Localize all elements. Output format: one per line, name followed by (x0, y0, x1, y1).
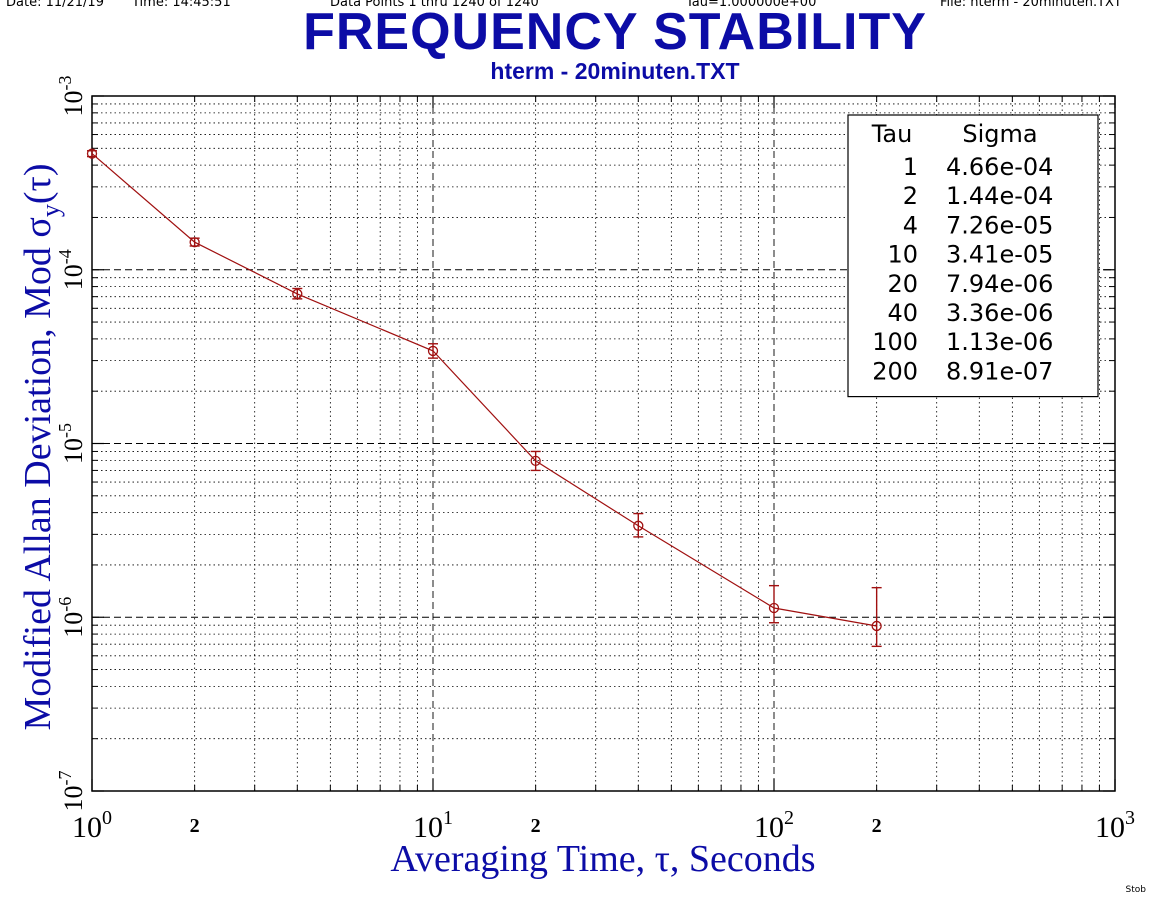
tau-sigma-table: Tau Sigma 1 4.66e-04 2 1.44e-04 4 7.26e-05 10 3.4… (847, 114, 1099, 398)
data-point (768, 602, 780, 614)
y-tick-label: 10-4 (55, 249, 88, 290)
table-cell-sigma: 3.41e-05 (946, 241, 1053, 269)
x-tick-label-base: 10 (1095, 811, 1125, 844)
header-tau: Tau=1.000000e+00 (686, 0, 817, 10)
x-minor-tick-label: 2 (531, 815, 541, 837)
x-tick-label: 102 (754, 807, 794, 844)
x-tick-label: 100 (72, 807, 112, 844)
x-tick-label-exponent: 0 (102, 807, 112, 829)
y-tick-label-base: 10 (59, 91, 88, 117)
axis-ticks (91, 95, 1116, 792)
y-tick-label-exponent: -3 (55, 76, 75, 91)
y-axis-label-sub: y (36, 204, 65, 217)
data-point (633, 520, 644, 531)
x-tick-label-exponent: 1 (443, 807, 453, 829)
x-tick-label-base: 10 (754, 811, 784, 844)
data-point (86, 148, 98, 159)
y-tick-label-base: 10 (59, 264, 88, 290)
y-tick-label-base: 10 (59, 612, 88, 638)
chart-title: FREQUENCY STABILITY (303, 3, 927, 61)
header-time: Time: 14:45:51 (132, 0, 231, 10)
y-axis-label: Modified Allan Deviation, Mod σy(τ) (17, 164, 65, 731)
header-date: Date: 11/21/19 (6, 0, 104, 10)
table-cell-tau: 10 (887, 241, 918, 269)
y-tick-label-exponent: -4 (55, 249, 75, 264)
table-cell-tau: 20 (887, 270, 918, 298)
series-line (91, 153, 877, 627)
x-minor-tick-label: 2 (872, 815, 882, 837)
y-tick-label-base: 10 (59, 786, 88, 812)
x-tick-label-exponent: 3 (1125, 807, 1135, 829)
x-tick-label-exponent: 2 (784, 807, 794, 829)
table-cell-tau: 200 (872, 357, 918, 385)
table-cell-sigma: 7.26e-05 (946, 211, 1053, 239)
header-file: File: hterm - 20minuten.TXT (940, 0, 1122, 10)
y-tick-label-base: 10 (59, 438, 88, 464)
table-cell-sigma: 7.94e-06 (946, 270, 1053, 298)
table-cell-tau: 4 (903, 211, 918, 239)
y-axis-label-tail: (τ) (17, 164, 59, 205)
table-cell-sigma: 1.44e-04 (946, 182, 1053, 210)
table-cell-tau: 100 (872, 328, 918, 356)
table-cell-sigma: 4.66e-04 (946, 153, 1053, 181)
footnote: Stob (1125, 885, 1146, 895)
y-tick-label: 10-6 (55, 597, 88, 638)
table-header-sigma: Sigma (962, 120, 1037, 148)
y-tick-label-exponent: -7 (55, 771, 75, 786)
table-cell-tau: 1 (903, 153, 918, 181)
data-point (871, 620, 882, 632)
y-tick-label: 10-7 (55, 771, 88, 812)
x-minor-tick-label: 2 (190, 815, 200, 837)
y-tick-label-exponent: -5 (55, 423, 75, 438)
chart-subtitle: hterm - 20minuten.TXT (490, 58, 740, 84)
x-axis-label: Averaging Time, τ, Seconds (390, 838, 815, 880)
y-tick-label: 10-3 (55, 76, 88, 117)
x-tick-label-base: 10 (72, 811, 102, 844)
table-cell-tau: 40 (887, 299, 918, 327)
header-data-points: Data Points 1 thru 1240 of 1240 (330, 0, 539, 10)
series-layer (86, 148, 882, 648)
table-cell-sigma: 3.36e-06 (946, 299, 1053, 327)
table-cell-sigma: 1.13e-06 (946, 328, 1053, 356)
y-tick-label: 10-5 (55, 423, 88, 464)
y-tick-label-exponent: -6 (55, 597, 75, 612)
table-box (847, 114, 1099, 398)
data-point (189, 237, 200, 248)
x-tick-label-base: 10 (413, 811, 443, 844)
table-cell-tau: 2 (903, 182, 918, 210)
data-point (530, 455, 541, 467)
y-tick-labels: 10-710-610-510-410-3 (55, 76, 88, 812)
data-point (427, 345, 439, 357)
y-axis-label-main: Modified Allan Deviation, Mod σ (17, 217, 59, 730)
major-grid (92, 96, 1115, 791)
table-header-tau: Tau (871, 120, 913, 148)
data-point (292, 288, 303, 300)
x-tick-label: 103 (1095, 807, 1135, 844)
table-cell-sigma: 8.91e-07 (946, 357, 1053, 385)
x-tick-label: 101 (413, 807, 453, 844)
